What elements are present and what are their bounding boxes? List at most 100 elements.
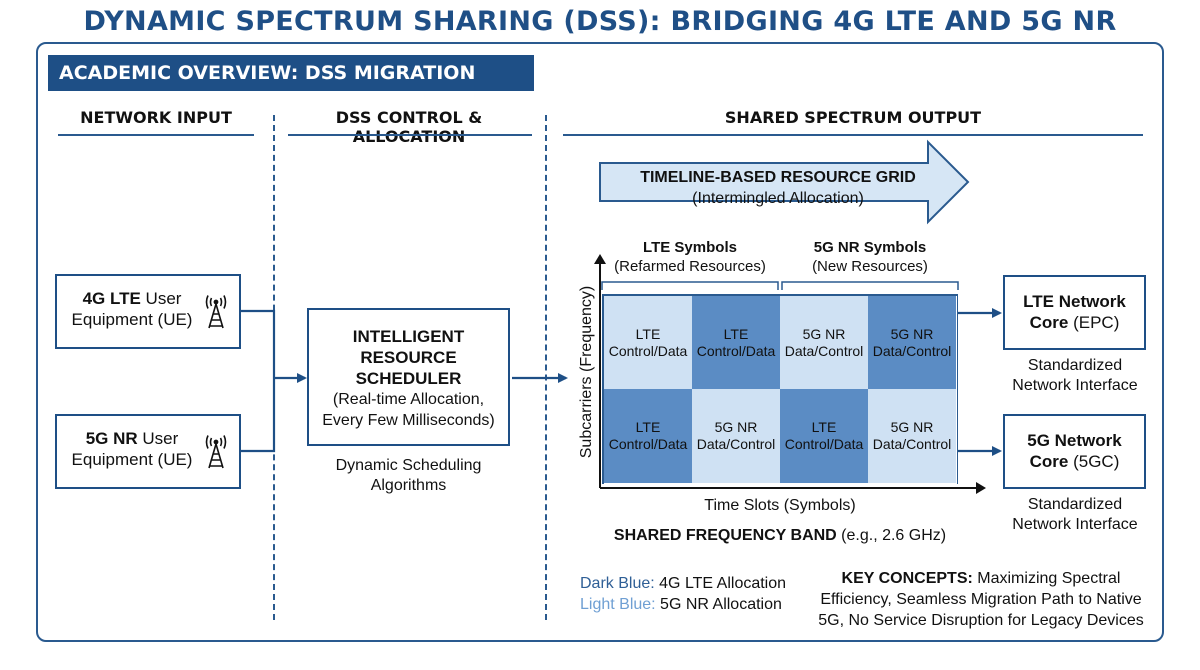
column-header-input: NETWORK INPUT (80, 108, 232, 127)
nr-ue-line2: Equipment (UE) (71, 450, 193, 469)
scheduler-caption: Dynamic Scheduling Algorithms (307, 456, 510, 496)
grid-cell-type: 5G NR (890, 326, 934, 342)
grid-cell-type: 5G NR (802, 326, 846, 342)
grid-cell-label: 5G NR Data/Control (873, 326, 952, 360)
resource-grid: LTE Control/Data LTE Control/Data 5G NR Data/… (602, 294, 958, 484)
band-label: SHARED FREQUENCY BAND (e.g., 2.6 GHz) (560, 526, 1000, 546)
grid-cell: LTE Control/Data (604, 296, 693, 391)
nr-core-rest: (5GC) (1068, 452, 1120, 471)
scheduler-caption-line2: Algorithms (370, 477, 447, 494)
band-label-rest: (e.g., 2.6 GHz) (836, 527, 947, 544)
grid-cell-label: LTE Control/Data (609, 419, 688, 453)
grid-cell-type: 5G NR (714, 419, 758, 435)
column-header-underline (58, 134, 254, 136)
grid-cell-usage: Data/Control (784, 343, 864, 359)
lte-ue-box: 4G LTE User Equipment (UE) (55, 274, 241, 349)
grid-cell-type: LTE (635, 326, 661, 342)
overview-banner: ACADEMIC OVERVIEW: DSS MIGRATION STRATEG… (48, 55, 534, 120)
scheduler-line5: Every Few Milliseconds) (322, 412, 495, 429)
grid-cell-usage: Data/Control (872, 436, 952, 452)
nr-core-caption-line1: Standardized (1027, 496, 1123, 513)
nr-ue-bold: 5G NR (85, 429, 138, 448)
legend-light-value: 5G NR Allocation (655, 596, 782, 613)
grid-cell-label: LTE Control/Data (609, 326, 688, 360)
grid-cell: LTE Control/Data (692, 296, 781, 391)
legend-dark-value: 4G LTE Allocation (654, 575, 787, 592)
grid-cell-usage: Control/Data (608, 343, 688, 359)
timeline-title: TIMELINE-BASED RESOURCE GRID (640, 169, 916, 186)
column-header-output: SHARED SPECTRUM OUTPUT (724, 108, 982, 127)
nr-ue-label: 5G NR User Equipment (UE) (67, 428, 197, 470)
column-header-underline (288, 134, 532, 136)
nr-group-subtitle: (New Resources) (812, 258, 928, 275)
grid-cell: 5G NR Data/Control (780, 296, 869, 391)
grid-cell-type: LTE (635, 419, 661, 435)
scheduler-line2: RESOURCE (360, 348, 457, 367)
nr-ue-box: 5G NR User Equipment (UE) (55, 414, 241, 489)
timeline-subtitle: (Intermingled Allocation) (692, 190, 864, 207)
nr-group-bracket (781, 281, 959, 290)
grid-cell-usage: Control/Data (608, 436, 688, 452)
key-concepts-heading: KEY CONCEPTS: (841, 570, 973, 587)
lte-core-caption-line2: Network Interface (1012, 377, 1138, 394)
key-concepts-line1: Maximizing Spectral (972, 570, 1121, 587)
grid-cell: 5G NR Data/Control (868, 389, 957, 484)
cell-tower-icon (205, 295, 227, 329)
lte-ue-line2: Equipment (UE) (71, 310, 193, 329)
page-title: DYNAMIC SPECTRUM SHARING (DSS): BRIDGING… (83, 6, 1117, 37)
scheduler-label: INTELLIGENT RESOURCE SCHEDULER (Real-tim… (309, 326, 508, 431)
scheduler-caption-line1: Dynamic Scheduling (335, 457, 482, 474)
nr-group-title: 5G NR Symbols (New Resources) (782, 238, 958, 276)
lte-group-title-text: LTE Symbols (643, 239, 737, 256)
timeline-label: TIMELINE-BASED RESOURCE GRID (Intermingl… (600, 167, 956, 209)
legend-dark-key: Dark Blue: (580, 575, 655, 592)
nr-core-caption-line2: Network Interface (1012, 516, 1138, 533)
grid-cell-label: LTE Control/Data (697, 326, 776, 360)
color-legend: Dark Blue: 4G LTE Allocation Light Blue:… (580, 573, 820, 615)
timeline-arrow-shape (599, 139, 970, 225)
scheduler-line3: SCHEDULER (355, 369, 462, 388)
scheduler-box: INTELLIGENT RESOURCE SCHEDULER (Real-tim… (307, 308, 510, 446)
lte-group-bracket (601, 281, 779, 290)
grid-cell: 5G NR Data/Control (868, 296, 957, 391)
column-header-underline (563, 134, 1143, 136)
grid-cell-label: 5G NR Data/Control (697, 419, 776, 453)
band-label-bold: SHARED FREQUENCY BAND (613, 527, 837, 544)
cell-tower-icon (205, 435, 227, 469)
nr-core-caption: Standardized Network Interface (995, 495, 1155, 535)
grid-cell-usage: Control/Data (784, 436, 864, 452)
grid-cell: LTE Control/Data (604, 389, 693, 484)
nr-core-line1: 5G Network (1027, 431, 1122, 450)
grid-cell-label: LTE Control/Data (785, 419, 864, 453)
lte-core-bold: Core (1029, 313, 1069, 332)
y-axis-arrowhead (594, 254, 606, 264)
grid-cell-usage: Control/Data (696, 343, 776, 359)
grid-cell-label: 5G NR Data/Control (873, 419, 952, 453)
key-concepts-line3: 5G, No Service Disruption for Legacy Dev… (818, 612, 1144, 629)
grid-cell: 5G NR Data/Control (692, 389, 781, 484)
x-axis-label: Time Slots (Symbols) (704, 497, 856, 514)
lte-core-rest: (EPC) (1068, 313, 1120, 332)
y-axis-label: Subcarriers (Frequency) (578, 285, 595, 459)
nr-core-bold: Core (1029, 452, 1069, 471)
ue-merge-line (241, 309, 276, 453)
lte-ue-bold: 4G LTE (82, 289, 141, 308)
grid-cell-type: LTE (811, 419, 837, 435)
grid-cell-type: LTE (723, 326, 749, 342)
column-header-control: DSS CONTROL & ALLOCATION (335, 108, 483, 146)
grid-cell-label: 5G NR Data/Control (785, 326, 864, 360)
lte-core-caption-line1: Standardized (1027, 357, 1123, 374)
lte-core-box: LTE Network Core (EPC) (1003, 275, 1146, 350)
diagram-frame (36, 42, 1164, 642)
lte-ue-rest: User (140, 289, 182, 308)
key-concepts-line2: Efficiency, Seamless Migration Path to N… (820, 591, 1142, 608)
scheduler-line1: INTELLIGENT (352, 327, 465, 346)
x-axis-arrowhead (976, 482, 986, 494)
grid-cell: LTE Control/Data (780, 389, 869, 484)
lte-group-subtitle: (Refarmed Resources) (614, 258, 766, 275)
grid-cell-usage: Data/Control (872, 343, 952, 359)
column-divider (545, 115, 547, 620)
key-concepts: KEY CONCEPTS: Maximizing Spectral Effici… (808, 568, 1154, 631)
scheduler-line4: (Real-time Allocation, (332, 391, 485, 408)
